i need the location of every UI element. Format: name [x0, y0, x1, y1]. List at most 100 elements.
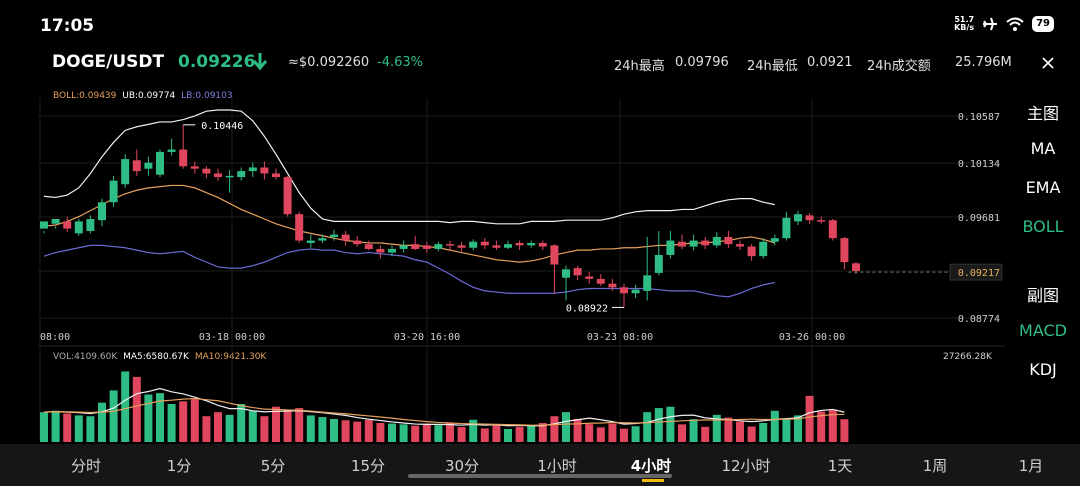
tab-1d[interactable]: 1天	[827, 457, 853, 475]
volume-value: 25.796M	[955, 55, 1012, 70]
candle-body	[828, 220, 837, 239]
menu-item-kdj[interactable]: KDJ	[1029, 360, 1057, 379]
network-speed: 51.7 KB/s	[954, 16, 974, 32]
menu-item-ma[interactable]: MA	[1030, 139, 1056, 158]
volume-bar	[318, 417, 327, 442]
tab-1m[interactable]: 1分	[166, 457, 192, 475]
candle-body	[480, 241, 489, 246]
candle-body	[399, 245, 408, 249]
menu-item-ema[interactable]: EMA	[1025, 178, 1061, 197]
tab-1w[interactable]: 1周	[922, 457, 948, 475]
tab-4h[interactable]: 4小时	[630, 457, 672, 475]
candle-body	[330, 234, 338, 237]
volume-bar	[643, 412, 652, 442]
volume-bar	[248, 410, 257, 442]
middle-band-line	[43, 184, 775, 263]
volume-bar	[260, 416, 269, 442]
volume-ma-lines	[43, 387, 845, 427]
tab-15m[interactable]: 15分	[350, 457, 386, 475]
volume-bar	[562, 412, 570, 442]
tab-30m[interactable]: 30分	[444, 457, 480, 475]
candle-body	[237, 171, 246, 178]
volume-bar	[736, 421, 744, 442]
volume-bar	[504, 428, 512, 442]
main-chart-menu-title: 主图	[1026, 104, 1059, 123]
chart-grid	[38, 98, 1005, 440]
menu-item-boll[interactable]: BOLL	[1022, 217, 1064, 236]
volume-bar	[121, 371, 130, 442]
low-label: 0.08922	[566, 303, 608, 314]
volume-bar	[388, 423, 396, 442]
volume-bar	[666, 406, 675, 442]
bollinger-bands	[43, 109, 775, 298]
volume-bar	[306, 415, 315, 442]
candle-body	[654, 254, 663, 273]
candle-body	[260, 167, 269, 174]
candle-body	[759, 241, 768, 257]
candle-body	[40, 221, 48, 229]
volume-bar	[631, 426, 640, 442]
volume-bar	[770, 410, 779, 442]
low-value: 0.0921	[807, 55, 853, 70]
time-tick: 08:00	[40, 332, 70, 343]
volume-bar	[202, 416, 211, 442]
volume-bar	[353, 421, 362, 442]
candle-body	[202, 168, 211, 174]
candle-body	[225, 175, 234, 178]
last-price-tag	[949, 263, 1003, 281]
volume-bar	[190, 398, 199, 442]
candle-body	[550, 245, 559, 265]
candle-body	[341, 234, 350, 241]
tab-timeshare[interactable]: 分时	[70, 457, 101, 475]
tab-1mo[interactable]: 1月	[1018, 457, 1044, 475]
menu-item-macd[interactable]: MACD	[1019, 321, 1067, 340]
candle-body	[364, 244, 373, 249]
candle-body	[214, 173, 222, 178]
candle-body	[573, 268, 582, 276]
close-icon[interactable]	[1040, 52, 1058, 74]
high-label: 24h最高	[614, 59, 665, 74]
time-tick: 03-26 00:00	[779, 332, 845, 343]
low-label: 24h最低	[747, 59, 798, 74]
ma5-line	[43, 387, 845, 427]
candle-body	[805, 215, 814, 221]
down-arrow-icon	[252, 53, 268, 71]
candle-body	[434, 244, 443, 249]
boll-value: BOLL:0.09439	[53, 91, 117, 101]
network-speed-value: 51.7	[954, 15, 975, 24]
candlestick-chart[interactable]: 0.10587 0.10134 0.09681 0.08774 08:00 03-18 0…	[0, 0, 1005, 445]
tab-5m[interactable]: 5分	[260, 457, 286, 475]
volume-bar	[492, 424, 501, 442]
candle-body	[678, 241, 686, 247]
time-tick: 03-20 16:00	[394, 332, 460, 343]
tab-12h[interactable]: 12小时	[721, 457, 771, 475]
trading-pair[interactable]: DOGE/USDT	[52, 52, 165, 72]
candle-body	[585, 276, 594, 279]
price-tick: 0.09681	[958, 213, 1000, 224]
volume-bar	[156, 393, 164, 442]
candle-body	[608, 283, 617, 288]
candle-body	[306, 240, 315, 243]
volume-bar	[341, 420, 350, 442]
volume-bar	[109, 390, 118, 442]
volume-bar	[747, 426, 756, 442]
fiat-price: ≈$0.092260	[288, 55, 370, 70]
volume-bar	[759, 423, 768, 442]
volume-bars	[40, 371, 849, 442]
volume-bar	[98, 402, 106, 442]
volume-bar	[689, 419, 698, 442]
candle-body	[446, 244, 454, 246]
volume-bar	[144, 394, 153, 442]
candle-body	[689, 240, 698, 247]
candle-body	[504, 244, 512, 248]
volume-bar	[654, 408, 663, 442]
price-change: -4.63%	[377, 55, 423, 70]
candle-body	[74, 221, 83, 234]
candles	[40, 124, 860, 308]
volume-bar	[701, 426, 710, 442]
airplane-icon	[983, 17, 998, 31]
tab-1h[interactable]: 1小时	[537, 457, 577, 475]
candle-body	[86, 219, 95, 231]
status-icons: 51.7 KB/s 79	[954, 16, 1054, 32]
wifi-icon	[1006, 17, 1024, 31]
